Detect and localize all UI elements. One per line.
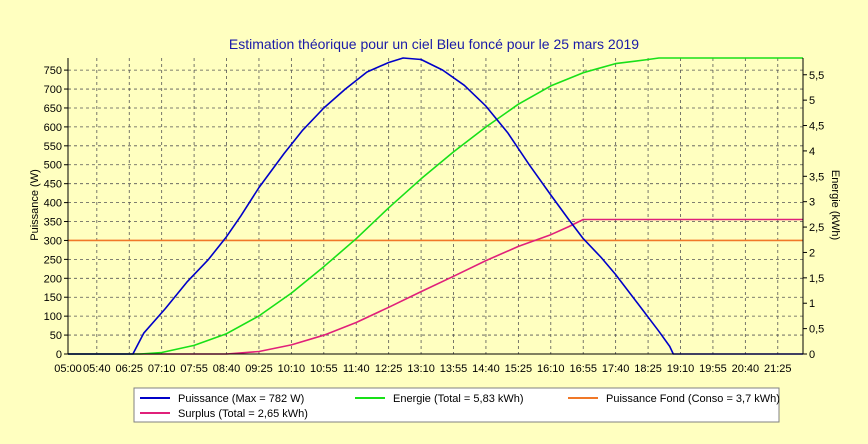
x-tick-label: 16:55 xyxy=(569,363,597,375)
x-tick-label: 15:25 xyxy=(505,363,533,375)
series-line-1 xyxy=(68,57,803,355)
y-left-tick-label: 450 xyxy=(44,179,62,191)
y-left-tick-label: 0 xyxy=(56,349,62,361)
x-tick-label: 05:40 xyxy=(83,363,111,375)
x-tick-label: 20:40 xyxy=(732,363,760,375)
x-tick-label: 08:40 xyxy=(213,363,241,375)
legend-box xyxy=(133,387,780,423)
y-left-tick-label: 300 xyxy=(44,235,62,247)
x-tick-label: 13:55 xyxy=(440,363,468,375)
y-left-tick-label: 100 xyxy=(44,311,62,323)
x-tick-label: 07:10 xyxy=(148,363,176,375)
y-left-tick-label: 750 xyxy=(44,65,62,77)
y-left-label: Puissance (W) xyxy=(29,169,41,241)
x-tick-label: 19:10 xyxy=(667,363,695,375)
x-tick-label: 06:25 xyxy=(115,363,143,375)
x-tick-label: 16:10 xyxy=(537,363,565,375)
y-left-tick-label: 350 xyxy=(44,217,62,229)
y-left-tick-label: 600 xyxy=(44,122,62,134)
series-layer xyxy=(68,57,803,355)
y-right-tick-label: 0 xyxy=(809,349,815,361)
x-tick-label: 09:25 xyxy=(245,363,273,375)
x-tick-label: 21:25 xyxy=(764,363,792,375)
x-tick-label: 19:55 xyxy=(699,363,727,375)
x-tick-label: 17:40 xyxy=(602,363,630,375)
legend-label: Puissance (Max = 782 W) xyxy=(178,393,304,405)
y-right-tick-label: 0,5 xyxy=(809,324,824,336)
x-tick-label: 10:10 xyxy=(278,363,306,375)
series-line-3 xyxy=(68,218,803,355)
x-tick-label: 13:10 xyxy=(407,363,435,375)
x-tick-label: 05:00 xyxy=(54,363,82,375)
x-tick-label: 11:40 xyxy=(343,363,370,375)
y-right-tick-label: 1 xyxy=(809,298,815,310)
legend-label: Energie (Total = 5,83 kWh) xyxy=(393,393,524,405)
y-left-tick-label: 200 xyxy=(44,273,62,285)
x-tick-label: 10:55 xyxy=(310,363,338,375)
legend-label: Puissance Fond (Conso = 3,7 kWh) xyxy=(606,393,780,405)
plot-background xyxy=(68,58,803,354)
y-right-tick-label: 5 xyxy=(809,95,815,107)
series-line-0 xyxy=(68,57,803,355)
y-right-tick-label: 5,5 xyxy=(809,70,824,82)
y-left-tick-label: 250 xyxy=(44,254,62,266)
y-left-tick-label: 700 xyxy=(44,84,62,96)
y-right-tick-label: 3 xyxy=(809,197,815,209)
plot-area xyxy=(68,58,803,354)
axes: 05:00 05:40 06:25 07:10 07:55 08:40 09:25 10:10… xyxy=(44,58,824,375)
y-right-tick-label: 2,5 xyxy=(809,222,824,234)
legend: Puissance (Max = 782 W) Energie (Total = … xyxy=(133,387,780,423)
y-right-tick-label: 4 xyxy=(809,146,815,158)
x-tick-label: 12:25 xyxy=(375,363,403,375)
y-left-tick-label: 400 xyxy=(44,198,62,210)
x-tick-label: 07:55 xyxy=(180,363,208,375)
x-tick-label: 14:40 xyxy=(472,363,500,375)
y-left-tick-label: 50 xyxy=(50,330,62,342)
y-left-tick-label: 500 xyxy=(44,160,62,172)
x-tick-label: 18:25 xyxy=(634,363,662,375)
y-right-tick-label: 2 xyxy=(809,247,815,259)
y-right-tick-label: 3,5 xyxy=(809,171,824,183)
y-right-tick-label: 1,5 xyxy=(809,273,824,285)
grid xyxy=(67,58,803,354)
y-left-tick-label: 150 xyxy=(44,292,62,304)
legend-label: Surplus (Total = 2,65 kWh) xyxy=(178,408,308,420)
y-left-tick-label: 550 xyxy=(44,141,62,153)
y-right-label: Energie (kWh) xyxy=(829,170,841,240)
y-left-tick-label: 650 xyxy=(44,103,62,115)
y-right-tick-label: 4,5 xyxy=(809,121,824,133)
chart-title: Estimation théorique pour un ciel Bleu f… xyxy=(229,36,639,52)
